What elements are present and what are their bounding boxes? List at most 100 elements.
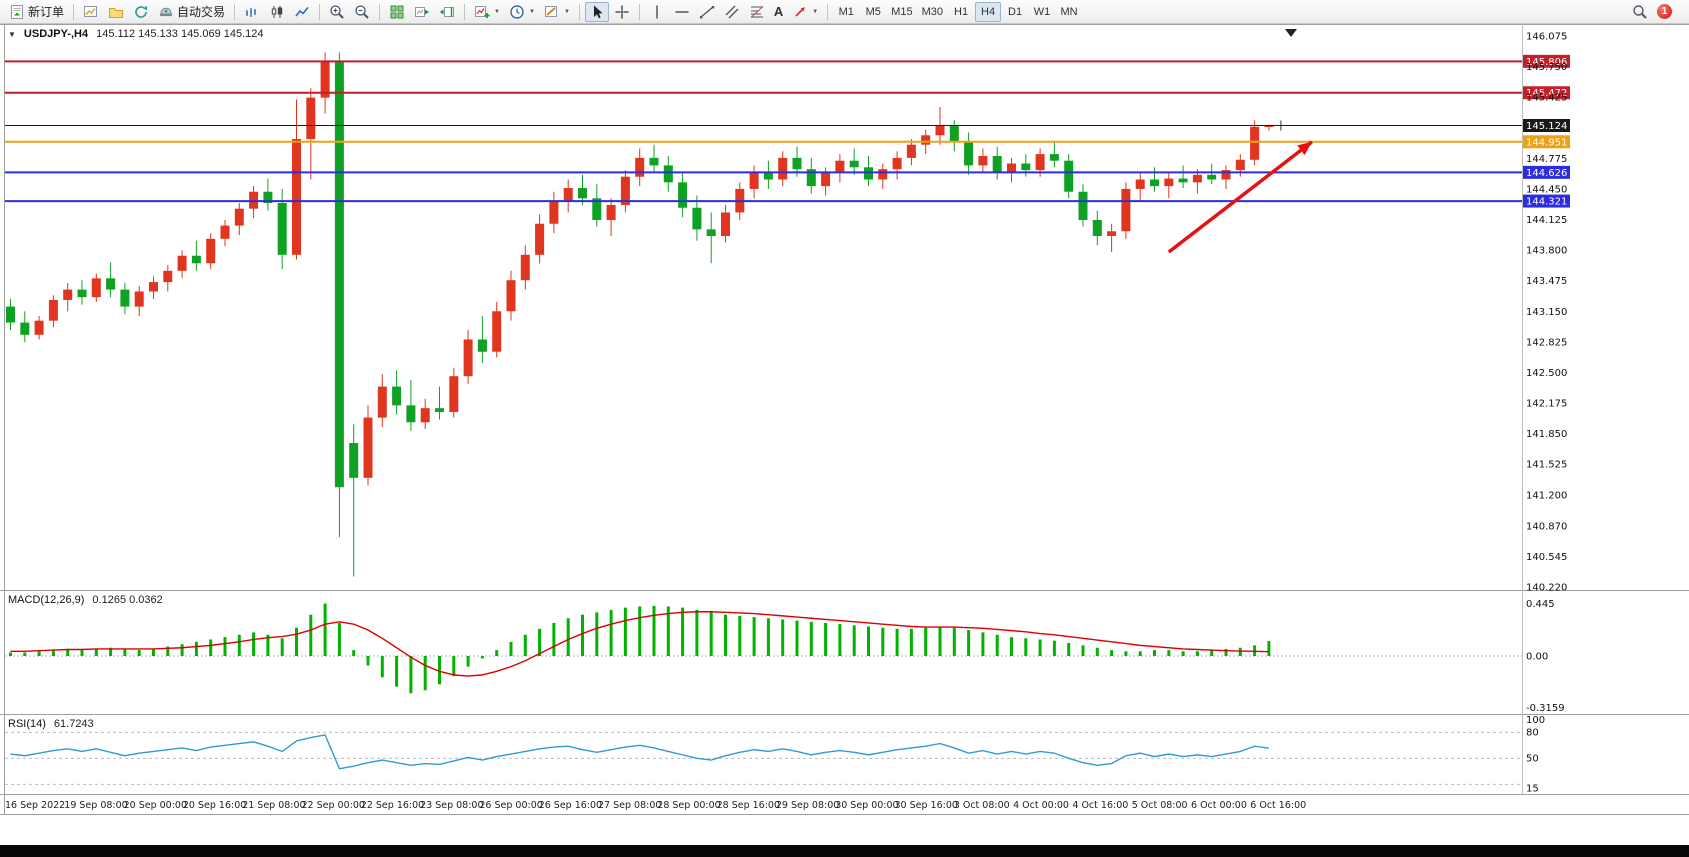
toolbar-separator [827,3,829,20]
chart-window[interactable]: 145.806 145.472 145.124 144.951 144.626 144.3… [0,24,1689,817]
price-flag [1523,54,1570,68]
auto-scroll-button[interactable] [410,2,434,22]
svg-text:141.200: 141.200 [1526,490,1567,501]
main-toolbar: 新订单 自动交易 [0,0,1689,24]
macd-label: MACD(12,26,9) [8,594,85,606]
svg-text:145.750: 145.750 [1526,62,1567,73]
new-chart-button[interactable] [79,2,103,22]
toolbar-separator [234,3,236,20]
vertical-line-tool-button[interactable] [645,2,669,22]
svg-text:30 Sep 16:00: 30 Sep 16:00 [895,800,958,811]
crosshair-icon [615,5,629,18]
toolbar-separator [319,3,321,20]
timeframe-button-h4[interactable]: H4 [975,1,1002,22]
svg-text:26 Sep 16:00: 26 Sep 16:00 [539,800,602,811]
fibonacci-icon [750,5,764,18]
cursor-tool-button[interactable] [584,1,609,22]
candlestick-icon [271,5,283,18]
price-flag [1523,165,1570,179]
timeframe-group: M1 M5 M15 M30 H1 H4 D1 W1 MN [833,1,1082,22]
channel-icon [725,5,739,18]
svg-text:140.870: 140.870 [1526,521,1567,532]
candles-layer [6,52,1274,577]
svg-text:143.800: 143.800 [1526,246,1567,257]
zoom-in-icon [330,4,344,19]
crosshair-tool-button[interactable] [610,2,634,22]
zoom-out-icon [355,4,369,19]
timeframe-button-h1[interactable]: H1 [948,2,974,22]
zoom-out-button[interactable] [350,2,374,22]
chart-title-bar: ▼ USDJPY-,H4 145.112 145.133 145.069 145… [8,28,264,40]
refresh-button[interactable] [129,2,153,22]
svg-text:141.525: 141.525 [1526,460,1567,471]
svg-text:22 Sep 16:00: 22 Sep 16:00 [361,800,424,811]
search-button[interactable] [1628,2,1652,22]
timeframe-button-mn[interactable]: MN [1056,2,1082,22]
candlestick-mode-button[interactable] [265,2,289,22]
trendline-tool-button[interactable] [695,2,719,22]
svg-text:145.425: 145.425 [1526,93,1567,104]
auto-trading-button[interactable]: 自动交易 [154,2,229,22]
svg-text:143.475: 143.475 [1526,276,1567,287]
collapse-triangle-icon[interactable]: ▼ [8,30,16,39]
chart-shift-button[interactable] [435,2,459,22]
vertical-line-icon [656,5,658,18]
svg-text:16 Sep 2022: 16 Sep 2022 [5,800,65,811]
macd-signal-line [10,611,1269,677]
svg-text:142.825: 142.825 [1526,337,1567,348]
channel-tool-button[interactable] [720,2,744,22]
timeframe-button-m1[interactable]: M1 [833,2,859,22]
svg-text:20 Sep 16:00: 20 Sep 16:00 [183,800,246,811]
arrows-tool-button[interactable]: ▼ [788,2,822,22]
bar-chart-icon [246,7,257,17]
indicators-button[interactable]: ▼ [470,2,504,22]
trendline-icon [699,5,715,18]
timeframe-button-d1[interactable]: D1 [1002,2,1028,22]
chart-canvas[interactable]: 145.806 145.472 145.124 144.951 144.626 144.3… [0,24,1689,817]
svg-text:0.00: 0.00 [1526,652,1548,663]
bar-chart-mode-button[interactable] [240,2,264,22]
svg-text:146.075: 146.075 [1526,32,1567,43]
periods-button[interactable]: ▼ [505,2,539,22]
price-flag [1523,118,1570,132]
svg-text:144.626: 144.626 [1526,168,1567,179]
new-order-icon [11,4,23,19]
dropdown-arrow-icon: ▼ [563,8,570,15]
timeframe-button-m30[interactable]: M30 [918,2,947,22]
svg-text:144.450: 144.450 [1526,184,1567,195]
svg-text:142.175: 142.175 [1526,399,1567,410]
arrow-object-icon [795,6,806,17]
timeframe-button-m15[interactable]: M15 [887,2,916,22]
line-chart-icon [295,6,309,16]
timeframe-button-w1[interactable]: W1 [1029,2,1055,22]
chart-shift-icon [439,6,455,17]
refresh-circle-icon [135,5,148,18]
toolbar-separator [578,3,580,20]
tile-windows-button[interactable] [385,2,409,22]
svg-text:145.472: 145.472 [1526,88,1567,99]
line-chart-mode-button[interactable] [290,2,314,22]
zoom-in-button[interactable] [325,2,349,22]
timeframe-button-m5[interactable]: M5 [860,2,886,22]
rsi-label: RSI(14) [8,718,46,730]
trend-arrow[interactable] [1167,140,1313,254]
notification-badge[interactable]: 1 [1657,4,1672,19]
toolbar-separator [638,3,640,20]
toolbar-separator [464,3,466,20]
new-order-button[interactable]: 新订单 [5,2,68,22]
macd-histogram [9,603,1271,694]
fibonacci-tool-button[interactable] [745,2,769,22]
svg-text:6 Oct 16:00: 6 Oct 16:00 [1250,800,1306,811]
text-tool-button[interactable]: A [770,2,787,22]
auto-trading-label: 自动交易 [177,5,226,19]
horizontal-line-tool-button[interactable] [670,2,694,22]
profiles-button[interactable] [104,2,128,22]
templates-button[interactable]: ▼ [540,2,574,22]
new-order-label: 新订单 [28,5,65,19]
toolbar-separator [73,3,75,20]
svg-text:100: 100 [1526,715,1545,726]
svg-text:3 Oct 08:00: 3 Oct 08:00 [954,800,1010,811]
rsi-line [10,734,1269,770]
svg-text:28 Sep 00:00: 28 Sep 00:00 [657,800,720,811]
chart-shift-marker[interactable] [1285,29,1297,37]
